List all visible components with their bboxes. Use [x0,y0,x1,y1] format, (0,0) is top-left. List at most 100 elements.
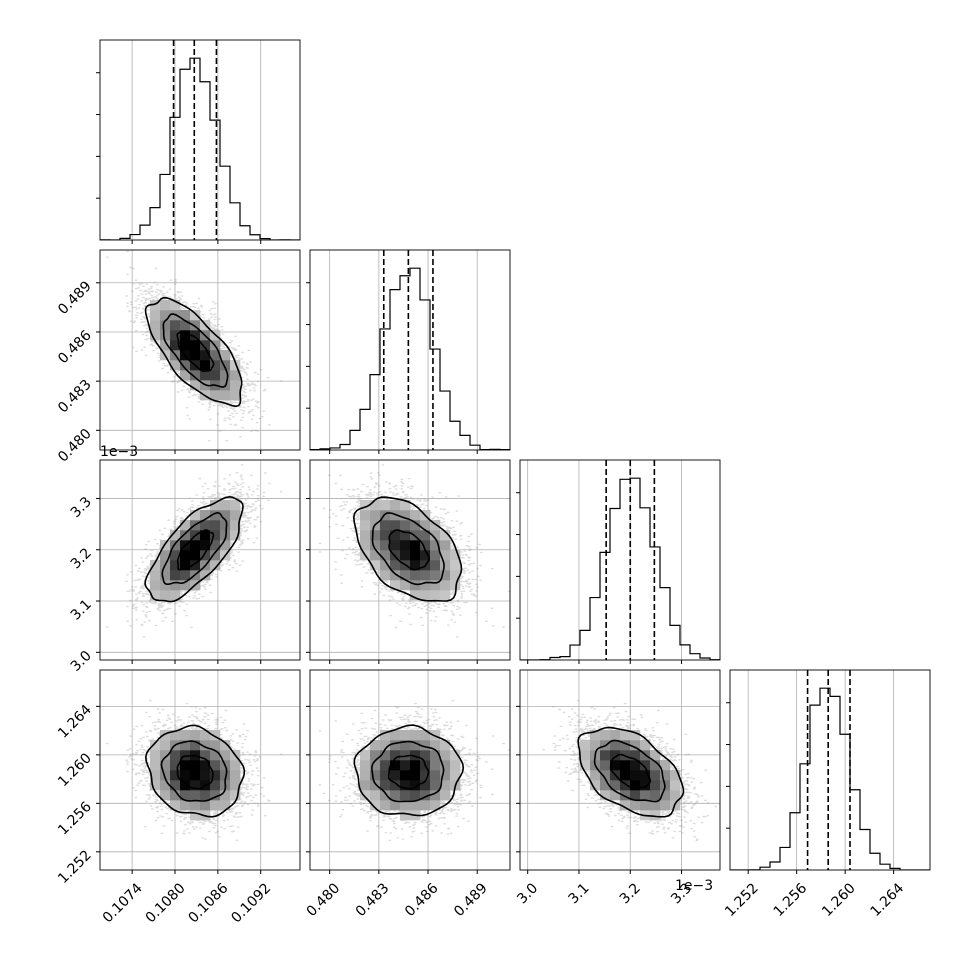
density-cell [620,740,631,751]
histogram-panel-2 [516,459,721,664]
density-cell [430,590,441,601]
panel-frame [309,459,511,661]
density-cell [190,370,201,381]
density-cell [190,800,201,811]
density-cell [220,520,231,531]
density-cell [180,330,191,341]
density-cell [230,760,241,771]
histogram-panel-3: 1.252 1.256 1.260 1.264 [722,669,931,920]
density-cells [150,300,241,401]
density-cell [210,500,221,511]
density-cell [210,560,221,571]
y-tick-label: 3.3 [68,494,95,521]
y-tick-label: 0.486 [55,327,95,367]
y-tick-label: 0.483 [55,377,95,417]
density-cell [620,800,631,811]
y-offset-label: 1e−3 [100,444,138,460]
panel-frame [309,669,511,871]
x-offset-label: 1e−3 [675,878,713,894]
density-cell [160,760,171,771]
density-cell [370,540,381,551]
density-cell [200,370,211,381]
density-cell [230,360,241,371]
density-cell [400,760,411,771]
x-tick-label: 3.0 [514,880,541,907]
density-cell [220,390,231,401]
density-cell [190,510,201,521]
density-cell [430,780,441,791]
density-cell [400,780,411,791]
density-cell [430,520,441,531]
density-cell [380,570,391,581]
density-cell [210,540,221,551]
density-cell [630,740,641,751]
density-cell [170,570,181,581]
density-cell [590,770,601,781]
panel-frame [519,669,721,871]
histogram-panel-1 [306,249,511,454]
density-cell [430,550,441,561]
contour-level-0 [176,529,215,571]
density-cells [360,730,461,821]
density-cell [220,740,231,751]
contour-level-0 [387,754,430,790]
contour-level-2 [353,724,465,817]
density-cell [380,500,391,511]
contour-level-1 [160,740,228,802]
density-cell [420,550,431,561]
density-cell [370,510,381,521]
panel-frame [519,459,721,661]
density-cell [410,560,421,571]
density-cell [150,560,161,571]
density-cell [390,730,401,741]
density-cell [390,740,401,751]
y-tick-label: 3.1 [68,597,95,624]
density-cell [170,300,181,311]
density-cell [200,770,211,781]
density-cell [430,530,441,541]
density-cell [190,790,201,801]
density-cell [190,350,201,361]
density-cell [160,300,171,311]
x-tick-label: 1.256 [771,880,811,920]
density-cell [200,760,211,771]
density-cell [440,580,451,591]
density-cell [210,800,221,811]
density-cell [400,570,411,581]
density-cell [440,790,451,801]
density-cell [230,790,241,801]
density-cell [160,310,171,321]
density-cell [650,800,661,811]
density-cell [630,780,641,791]
density-cell [160,320,171,331]
density-cell [380,770,391,781]
density-cell [160,330,171,341]
density-cell [150,760,161,771]
density-cell [180,790,191,801]
density-cell [170,550,181,561]
density-cell [230,370,241,381]
density-cell [440,740,451,751]
density-cell [160,730,171,741]
density-cell [410,730,421,741]
density-cell [370,750,381,761]
density-panel-2-1 [306,459,511,664]
y-tick-label: 1.256 [55,799,95,839]
density-cell [390,580,401,591]
contour-level-0 [609,753,652,790]
density-cell [190,310,201,321]
y-tick-label: 0.489 [55,278,95,318]
density-cell [410,590,421,601]
density-cell [630,770,641,781]
density-cell [230,390,241,401]
density-cell [190,330,201,341]
density-cell [220,530,231,541]
density-cell [380,520,391,531]
density-cell [200,520,211,531]
y-tick-label: 0.480 [55,426,95,466]
density-cell [200,360,211,371]
density-cell [430,790,441,801]
x-tick-label: 1.264 [868,880,908,920]
density-cell [160,790,171,801]
x-tick-label: 0.483 [353,880,393,920]
